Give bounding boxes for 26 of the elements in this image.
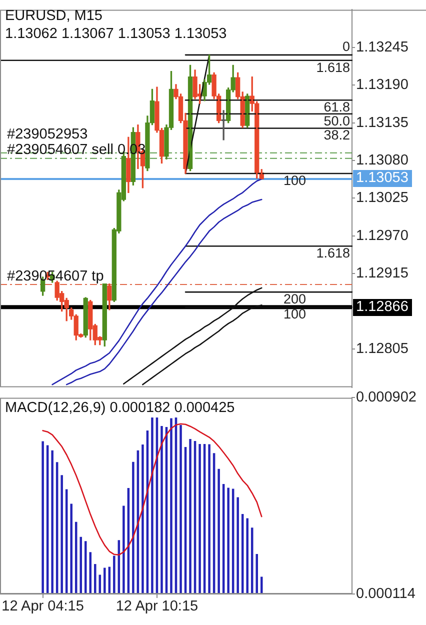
series-label: 0 — [342, 38, 350, 54]
chart-title: MACD(12,26,9) 0.000182 0.000425 — [5, 400, 235, 416]
y-tick-label: 0.000114 — [356, 586, 416, 602]
ref-line-label: 1.12866 — [353, 298, 412, 316]
series-label: 1.618 — [316, 60, 350, 75]
y-tick-label: 1.12970 — [356, 228, 408, 244]
y-tick-label: 1.13190 — [356, 77, 408, 94]
series-label: 50.0 — [324, 113, 350, 128]
y-tick-label: 1.12805 — [356, 340, 408, 357]
x-tick-label: 12 Apr 10:15 — [116, 598, 198, 615]
annotation: #239052953 — [7, 126, 88, 143]
ref-line-label: 1.13053 — [353, 170, 412, 188]
series-label: 38.2 — [324, 128, 350, 143]
y-tick-label: 1.12915 — [356, 266, 408, 282]
series-label: 100 — [283, 306, 306, 322]
series-label: 200 — [283, 292, 306, 307]
chart-title: EURUSD, M15 — [5, 8, 102, 24]
y-tick-label: 1.13135 — [356, 114, 408, 131]
x-tick-label: 12 Apr 04:15 — [2, 598, 84, 615]
text: 1.13062 1.13067 1.13053 1.13053 — [5, 26, 227, 42]
y-tick-label: 1.13245 — [356, 39, 408, 56]
series-label: 61.8 — [324, 100, 350, 115]
series-label: 1.618 — [316, 246, 350, 261]
y-tick-label: 0.000902 — [356, 390, 416, 406]
y-tick-label: 1.13025 — [356, 190, 408, 206]
y-tick-label: 1.13080 — [356, 152, 408, 168]
